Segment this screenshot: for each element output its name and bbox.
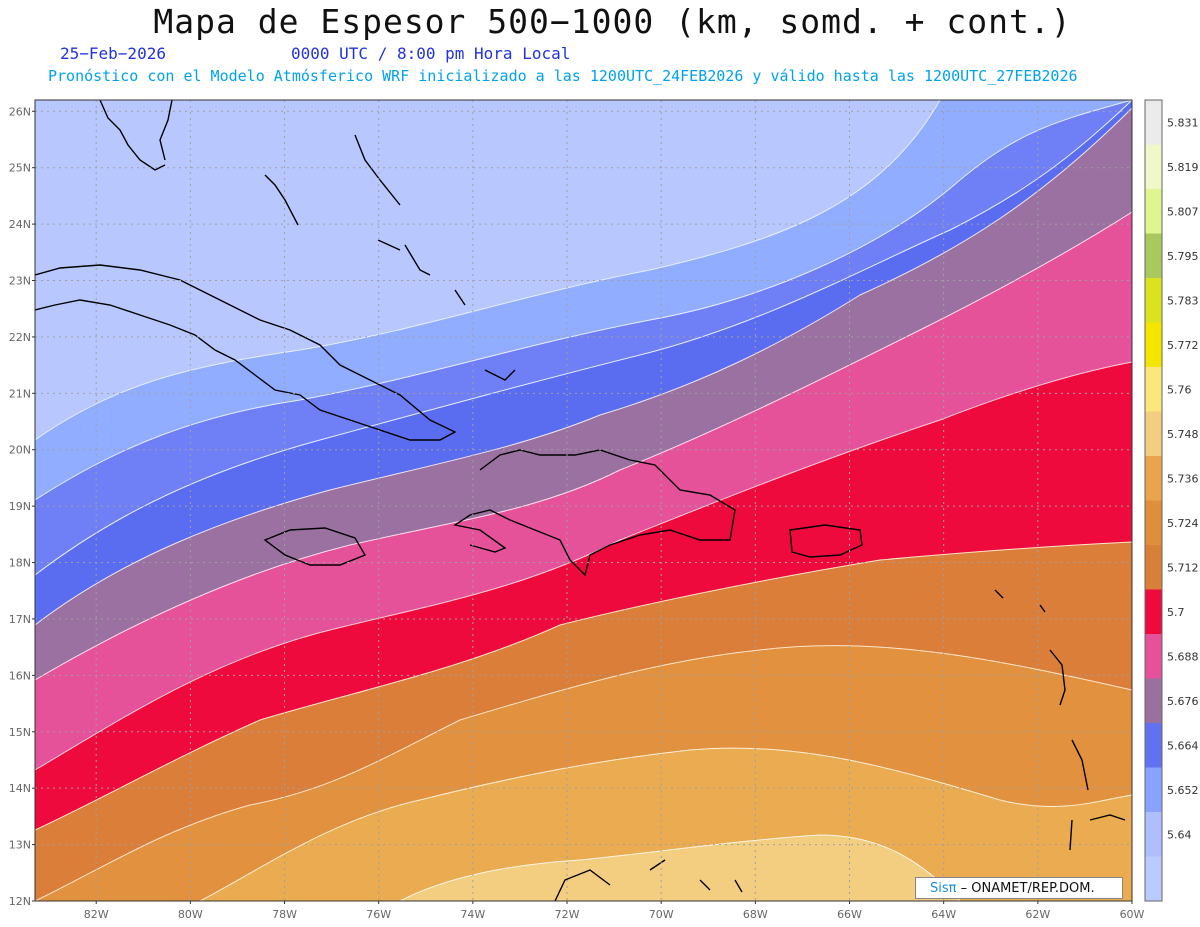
lon-label: 60W [1120,908,1145,921]
lat-label: 13N [9,839,31,852]
south-america-coast [554,814,1126,901]
coastlines [35,100,1126,901]
colorbar-swatch [1145,100,1162,145]
map-frame [34,99,1133,902]
lon-label: 70W [649,908,674,921]
sis-logo-text: Sisπ [930,881,957,896]
jamaica-coast [263,527,367,566]
lon-label: 64W [931,908,956,921]
lat-label: 21N [9,387,31,400]
colorbar-label: 5.736 [1167,472,1199,485]
colorbar-label: 5.748 [1167,428,1199,441]
lat-label: 17N [9,613,31,626]
colorbar-label: 5.676 [1167,695,1199,708]
bahamas-coast [264,134,516,381]
hispaniola-coast [453,449,736,577]
colorbar-label: 5.688 [1167,650,1199,663]
lon-label: 80W [178,908,203,921]
colorbar-label: 5.772 [1167,339,1199,352]
colorbar-frame [1144,99,1163,902]
colorbar-label: 5.7 [1167,606,1185,619]
colorbar-swatch [1145,278,1162,323]
lon-label: 76W [366,908,391,921]
colorbar-swatch [1145,500,1162,546]
colorbar-swatch [1145,545,1162,590]
colorbar-label: 5.652 [1167,784,1199,797]
colorbar-label: 5.819 [1167,161,1199,174]
contour-bands [35,100,1132,901]
colorbar-label: 5.807 [1167,205,1199,218]
colorbar-label: 5.664 [1167,739,1199,752]
lat-label: 19N [9,500,31,513]
lon-label: 66W [837,908,862,921]
lat-label: 18N [9,557,31,570]
valid-date: 25−Feb−2026 [60,44,166,63]
forecast-description: Pronóstico con el Modelo Atmósferico WRF… [48,67,1078,85]
colorbar-swatch [1145,812,1162,857]
lat-label: 22N [9,331,31,344]
colorbar: 5.831 5.819 5.807 5.795 5.783 5.772 5.76 5.748 5… [1144,99,1199,902]
colorbar-swatch [1145,767,1162,813]
band-5.760 [399,834,961,901]
lat-label: 26N [9,105,31,118]
lesser-antilles [994,589,1089,851]
puerto-rico-coast [789,524,863,558]
lat-label: 23N [9,275,31,288]
map-title: Mapa de Espesor 500−1000 (km, somd. + co… [153,2,1072,41]
colorbar-label: 5.831 [1167,116,1199,129]
cuba-coast [35,264,457,441]
colorbar-label: 5.783 [1167,294,1199,307]
lat-label: 24N [9,218,31,231]
lat-label: 20N [9,444,31,457]
colorbar-swatch [1145,411,1162,457]
colorbar-label: 5.712 [1167,561,1199,574]
colorbar-swatch [1145,367,1162,412]
lat-label: 16N [9,669,31,682]
lat-axis: 26N 25N 24N 23N 22N 21N 20N 19N 18N 17N 16N 15N 14N 1… [9,105,35,908]
colorbar-swatch [1145,456,1162,501]
colorbar-label: 5.795 [1167,250,1199,263]
lon-label: 62W [1025,908,1050,921]
colorbar-label: 5.724 [1167,517,1199,530]
valid-time: 0000 UTC / 8:00 pm Hora Local [291,44,571,63]
credit-org: – ONAMET/REP.DOM. [956,881,1095,896]
colorbar-swatch [1145,678,1162,724]
lat-label: 14N [9,782,31,795]
colorbar-swatch [1145,856,1162,902]
colorbar-swatch [1145,322,1162,368]
lon-label: 74W [460,908,485,921]
lon-label: 68W [743,908,768,921]
colorbar-swatch [1145,634,1162,679]
colorbar-swatch [1145,233,1162,279]
colorbar-swatch [1145,723,1162,768]
lat-label: 15N [9,726,31,739]
colorbar-label: 5.76 [1167,383,1192,396]
lat-label: 25N [9,162,31,175]
florida-coast [99,100,173,171]
lon-label: 78W [272,908,297,921]
colorbar-swatch [1145,589,1162,635]
lon-label: 72W [555,908,580,921]
lat-label: 12N [9,895,31,908]
colorbar-label: 5.64 [1167,828,1192,841]
colorbar-swatch [1145,144,1162,190]
lon-axis: 82W 80W 78W 76W 74W 72W 70W 68W 66W 64W 62W 60W [84,901,1145,921]
credit-box: Sisπ – ONAMET/REP.DOM. [915,877,1123,899]
colorbar-swatch [1145,189,1162,234]
lon-label: 82W [84,908,109,921]
